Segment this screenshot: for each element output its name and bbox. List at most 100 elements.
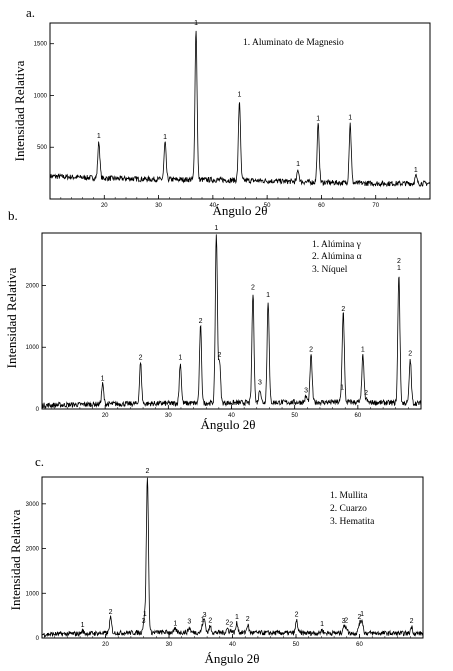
ticks-c: 20 30 40 50 60 0 1000 2000 3000: [26, 502, 424, 648]
x-tick-label: 30: [155, 203, 162, 209]
peak-label: 2: [309, 346, 313, 353]
x-tick-label: 50: [291, 413, 298, 419]
x-tick-label: 70: [372, 203, 379, 209]
panel-label-c: c.: [35, 454, 44, 469]
peak-label: 2: [246, 616, 250, 623]
panel-label-a: a.: [26, 5, 35, 20]
peak-label: 1: [266, 292, 270, 299]
y-tick-label: 3000: [26, 502, 40, 508]
x-tick-label: 30: [166, 642, 173, 648]
x-tick-label: 50: [293, 642, 300, 648]
x-axis-label-a: Ángulo 2θ: [213, 203, 268, 218]
peak-label: 1: [235, 614, 239, 621]
peak-label: 2: [199, 318, 203, 325]
x-axis-label-b: Ángulo 2θ: [201, 417, 256, 432]
series-b: [41, 234, 422, 410]
panel-a: a. Intensidad Relativa Ángulo 2θ 1. Alum…: [12, 5, 431, 218]
peak-label: 2: [364, 390, 368, 397]
series-a: [49, 30, 431, 188]
peak-label: 1: [178, 354, 182, 361]
peak-label: 2: [408, 351, 412, 358]
y-tick-label: 2000: [26, 283, 40, 289]
peak-label: 2: [397, 258, 401, 265]
peak-label: 3: [203, 612, 207, 619]
x-tick-label: 20: [102, 413, 109, 419]
peak-label: 2: [251, 285, 255, 292]
peak-label: 2: [139, 354, 143, 361]
diffraction-pattern-line: [49, 30, 431, 188]
legend-entry-c-2: 2. Cuarzo: [330, 504, 367, 514]
peak-label: 2: [410, 618, 414, 625]
peak-label: 3: [187, 619, 191, 626]
peak-label: 1: [238, 92, 242, 99]
peak-label: 1: [143, 611, 147, 618]
y-tick-label: 1500: [34, 42, 48, 48]
x-tick-label: 60: [354, 413, 361, 419]
peak-label: 1: [214, 225, 218, 232]
legend-entry-c-1: 1. Mullita: [330, 491, 368, 501]
y-tick-label: 2000: [26, 547, 40, 553]
legend-entry-a-1: 1. Aluminato de Magnesio: [243, 38, 344, 48]
ticks-b: 20 30 40 50 60 0 1000 2000: [26, 283, 422, 419]
peak-label: 2: [295, 612, 299, 619]
x-tick-label: 20: [101, 203, 108, 209]
plot-frame-a: [49, 22, 431, 200]
peak-label: 2: [229, 621, 233, 628]
peak-label: 1: [348, 114, 352, 121]
peak-label: 2: [208, 617, 212, 624]
y-tick-label: 1000: [26, 345, 40, 351]
panel-b: b. Intensidad Relativa Ángulo 2θ 1. Alúm…: [4, 208, 422, 432]
peak-label: 1: [101, 375, 105, 382]
diffraction-pattern-line: [41, 477, 424, 638]
peak-label: 2: [358, 614, 362, 621]
ticks-a: 20 30 40 50 60 70 500 1000 1500: [34, 42, 431, 209]
panel-c: c. Intensidad Relativa Ángulo 2θ 1. Mull…: [8, 454, 424, 666]
peak-label: 1: [316, 115, 320, 122]
plot-frame-c: [41, 476, 424, 639]
y-tick-label: 0: [36, 407, 40, 413]
x-tick-label: 20: [102, 642, 109, 648]
series-c: [41, 477, 424, 638]
y-tick-label: 1000: [34, 93, 48, 99]
peak-label: 1: [173, 621, 177, 628]
peak-label: 1: [194, 20, 198, 27]
peak-label: 1: [201, 616, 205, 623]
panel-label-b: b.: [8, 208, 18, 223]
peak-label: 1: [340, 385, 344, 392]
legend-entry-b-3: 3. Níquel: [312, 265, 348, 275]
y-axis-label-a: Intensidad Relativa: [12, 60, 27, 161]
x-axis-label-c: Ángulo 2θ: [205, 651, 260, 666]
peak-label: 2: [109, 609, 113, 616]
x-tick-label: 40: [228, 413, 235, 419]
y-axis-label-b: Intensidad Relativa: [4, 267, 19, 368]
peak-label: 1: [361, 346, 365, 353]
peak-label: 1: [81, 622, 85, 629]
peak-label: 2: [344, 617, 348, 624]
peak-label: 2: [145, 468, 149, 475]
peak-label: 3: [258, 380, 262, 387]
peak-label: 2: [225, 620, 229, 627]
y-tick-label: 500: [37, 145, 48, 151]
peak-label: 1: [360, 611, 364, 618]
peak-label: 1: [414, 167, 418, 174]
diffraction-pattern-line: [41, 234, 422, 410]
y-axis-label-c: Intensidad Relativa: [8, 509, 23, 610]
x-tick-label: 40: [229, 642, 236, 648]
x-tick-label: 60: [356, 642, 363, 648]
peak-label: 3: [142, 618, 146, 625]
x-tick-label: 30: [165, 413, 172, 419]
legend-entry-b-1: 1. Alúmina γ: [312, 240, 361, 250]
peak-label: 1: [97, 133, 101, 140]
peak-label: 2: [218, 352, 222, 359]
peak-label: 1: [320, 621, 324, 628]
peak-label: 3: [342, 618, 346, 625]
peak-label: 3: [304, 388, 308, 395]
peak-label: 2: [341, 306, 345, 313]
legend-entry-b-2: 2. Alúmina α: [312, 252, 362, 262]
x-tick-label: 40: [210, 203, 217, 209]
peak-label: 1: [163, 134, 167, 141]
legend-entry-c-3: 3. Hematita: [330, 517, 375, 527]
